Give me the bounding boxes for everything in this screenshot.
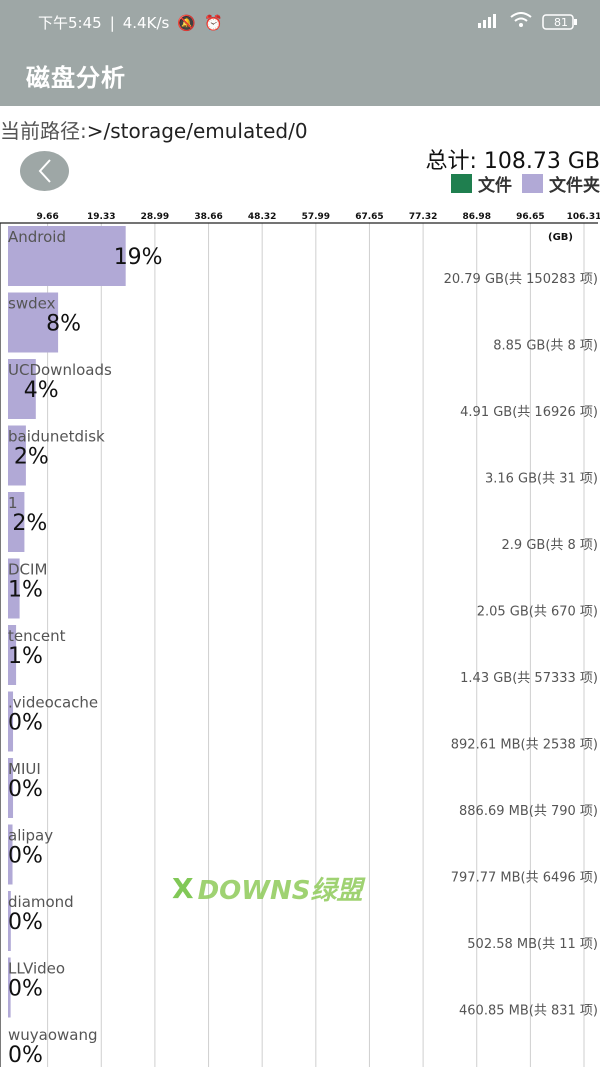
x-tick-label: 106.31 <box>567 212 600 222</box>
folder-percent-label: 0% <box>8 711 43 736</box>
folder-percent-label: 0% <box>8 1043 43 1067</box>
chevron-left-icon <box>38 159 51 183</box>
watermark-logo: X DOWNS绿盟 <box>172 870 362 907</box>
folder-name-label: .videocache <box>8 694 98 712</box>
folder-bar <box>8 558 20 619</box>
folder-bar <box>8 691 14 752</box>
folder-percent-label: 2% <box>12 511 47 536</box>
x-tick-label: 9.66 <box>37 212 59 222</box>
folder-bar <box>8 824 13 885</box>
legend-label-folders: 文件夹 <box>549 176 600 196</box>
folder-size-label: 2.05 GB(共 670 项) <box>477 605 598 620</box>
folder-bar <box>8 226 126 286</box>
legend-swatch-files <box>451 174 472 193</box>
total-size: 总计: 108.73 GB <box>425 149 600 174</box>
folder-size-label: 502.58 MB(共 11 项) <box>467 937 598 952</box>
folder-size-label: 8.85 GB(共 8 项) <box>493 339 598 354</box>
watermark-text: DOWNS绿盟 <box>197 876 363 906</box>
folder-name-label: alipay <box>8 827 53 845</box>
x-tick-label: 28.99 <box>141 212 169 222</box>
legend-label-files: 文件 <box>478 176 512 196</box>
alarm-icon: ⏰ <box>204 13 223 32</box>
x-tick-label: 86.98 <box>462 212 490 222</box>
status-right: 81 <box>478 12 577 32</box>
axis-unit-label: (GB) <box>548 232 573 243</box>
folder-name-label: wuyaowang <box>8 1026 98 1044</box>
status-time: 下午5:45 <box>38 14 102 32</box>
folder-percent-label: 0% <box>8 977 43 1002</box>
x-tick-label: 48.32 <box>248 212 276 222</box>
folder-name-label: MIUI <box>8 760 41 778</box>
folder-percent-label: 8% <box>46 312 81 337</box>
status-speed: 4.4K/s <box>122 13 170 32</box>
folder-size-label: 886.69 MB(共 790 项) <box>459 804 598 819</box>
folder-name-label: 1 <box>8 494 18 512</box>
wifi-icon <box>510 12 532 32</box>
folder-name-label: swdex <box>8 295 56 313</box>
folder-name-label: tencent <box>8 627 66 645</box>
folder-bar <box>8 957 11 1018</box>
x-tick-label: 57.99 <box>302 212 330 222</box>
folder-size-label: 3.16 GB(共 31 项) <box>485 472 598 487</box>
folder-name-label: UCDownloads <box>8 361 112 379</box>
folder-bar <box>8 625 17 685</box>
folder-percent-label: 1% <box>8 578 43 603</box>
battery-level: 81 <box>554 15 568 29</box>
folder-bar <box>8 891 11 951</box>
folder-percent-label: 0% <box>8 910 43 935</box>
back-button[interactable] <box>20 151 69 191</box>
folder-size-label: 2.9 GB(共 8 项) <box>502 538 598 553</box>
folder-size-label: 20.79 GB(共 150283 项) <box>444 272 598 287</box>
x-tick-label: 96.65 <box>516 212 544 222</box>
folder-percent-label: 0% <box>8 777 43 802</box>
path-value: >/storage/emulated/0 <box>86 119 308 143</box>
folder-name-label: baidunetdisk <box>8 428 105 446</box>
folder-bar <box>8 359 36 419</box>
status-bar: 下午5:45 | 4.4K/s 🔕 ⏰ 81 <box>0 0 600 44</box>
watermark-x: X <box>172 872 194 905</box>
folder-size-label: 4.91 GB(共 16926 项) <box>460 405 598 420</box>
x-tick-label: 19.33 <box>87 212 115 222</box>
folder-name-label: DCIM <box>8 561 47 579</box>
x-tick-label: 77.32 <box>409 212 437 222</box>
mute-icon: 🔕 <box>177 13 196 32</box>
folder-bar <box>8 425 26 486</box>
app-bar: 磁盘分析 <box>0 44 600 106</box>
status-left: 下午5:45 | 4.4K/s 🔕 ⏰ <box>38 12 223 33</box>
folder-percent-label: 2% <box>14 445 49 470</box>
signal-icon <box>478 12 500 32</box>
folder-name-label: Android <box>8 228 66 246</box>
folder-name-label: diamond <box>8 893 74 911</box>
folder-bar <box>8 492 25 552</box>
current-path: 当前路径:>/storage/emulated/0 <box>0 115 308 144</box>
x-tick-label: 67.65 <box>355 212 383 222</box>
folder-size-label: 460.85 MB(共 831 项) <box>459 1004 598 1019</box>
folder-percent-label: 0% <box>8 844 43 869</box>
folder-percent-label: 1% <box>8 644 43 669</box>
folder-bar <box>8 758 14 818</box>
folder-percent-label: 19% <box>114 245 163 270</box>
folder-size-label: 1.43 GB(共 57333 项) <box>460 671 598 686</box>
status-separator: | <box>109 13 115 32</box>
path-label: 当前路径: <box>0 119 87 143</box>
folder-size-label: 892.61 MB(共 2538 项) <box>451 738 598 753</box>
legend-item-folders: 文件夹 <box>522 171 600 196</box>
legend: 文件 文件夹 <box>451 171 600 196</box>
folder-name-label: LLVideo <box>8 960 65 978</box>
x-tick-label: 38.66 <box>194 212 222 222</box>
page-title: 磁盘分析 <box>26 64 126 92</box>
legend-swatch-folders <box>522 174 543 193</box>
folder-percent-label: 4% <box>24 378 59 403</box>
legend-item-files: 文件 <box>451 171 512 196</box>
folder-bar <box>8 292 59 353</box>
battery-icon: 81 <box>542 13 577 31</box>
folder-size-label: 797.77 MB(共 6496 项) <box>451 871 598 886</box>
